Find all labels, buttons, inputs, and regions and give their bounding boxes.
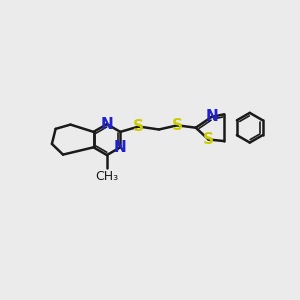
Text: N: N bbox=[100, 117, 113, 132]
Text: S: S bbox=[203, 132, 214, 147]
Text: N: N bbox=[205, 110, 218, 124]
Text: N: N bbox=[114, 140, 127, 155]
Text: CH₃: CH₃ bbox=[95, 170, 119, 183]
Text: S: S bbox=[172, 118, 183, 133]
Text: S: S bbox=[133, 119, 144, 134]
